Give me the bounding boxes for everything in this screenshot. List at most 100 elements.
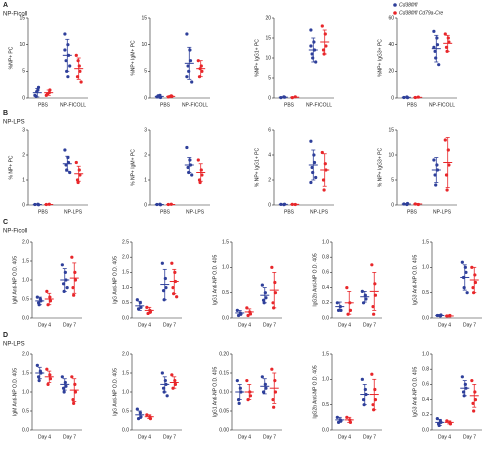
y-tick-label: 0 — [144, 95, 147, 101]
data-point — [237, 401, 241, 405]
y-tick-label: 5 — [144, 69, 147, 75]
y-tick-label: 6 — [268, 127, 271, 133]
x-tick-label: PBS — [407, 209, 418, 215]
data-point — [74, 160, 78, 165]
y-tick-label: 2 — [268, 177, 271, 183]
x-tick-label: Day 4 — [338, 434, 351, 440]
data-point — [471, 286, 475, 290]
y-tick-label: 0.0 — [222, 315, 229, 321]
y-tick-label: 0.0 — [322, 427, 329, 433]
data-point — [437, 63, 441, 67]
data-point — [471, 401, 475, 405]
y-tick-label: 2.0 — [122, 351, 129, 357]
x-tick-label: PBS — [284, 102, 295, 108]
data-point — [165, 394, 169, 398]
y-tick-label: 1 — [22, 177, 25, 183]
data-point — [70, 375, 74, 379]
data-point — [76, 59, 80, 63]
data-point — [314, 60, 318, 64]
data-point — [190, 173, 194, 177]
data-point — [320, 150, 324, 155]
panel-letter: A — [3, 2, 8, 9]
data-point — [60, 375, 64, 379]
y-tick-label: 15 — [19, 15, 25, 21]
data-point — [260, 375, 264, 379]
data-point — [335, 415, 339, 419]
data-point — [245, 379, 249, 383]
data-point — [161, 289, 166, 293]
y-tick-label: 1.5 — [22, 258, 29, 264]
y-axis-label: %NP+ IgG3+ PC — [377, 39, 383, 77]
data-point — [312, 160, 317, 165]
y-tick-label: 15 — [388, 127, 394, 133]
data-point — [443, 32, 447, 36]
y-tick-label: 1.0 — [322, 239, 329, 245]
y-tick-label: 1.0 — [122, 285, 129, 291]
data-point — [135, 298, 139, 302]
x-tick-label: NP-LPS — [64, 209, 83, 215]
data-point — [271, 398, 275, 402]
data-point — [235, 379, 239, 383]
data-point — [373, 282, 377, 286]
y-tick-label: 3 — [22, 127, 25, 133]
x-tick-label: Day 7 — [263, 322, 276, 328]
data-point — [173, 379, 177, 383]
y-tick-label: 2 — [22, 152, 25, 158]
panel-letter: C — [3, 219, 8, 226]
panel-label: NP-Ficoll — [3, 229, 27, 235]
y-axis-label: IgG1 Anti-NP O.D. 405 — [212, 255, 218, 306]
y-axis-label: IgG1 Anti-NP O.D. 405 — [212, 367, 218, 418]
data-point — [444, 45, 449, 49]
panel-label: NP-LPS — [3, 120, 25, 126]
data-point — [263, 291, 267, 295]
y-tick-label: 0.2 — [422, 412, 429, 418]
y-tick-label: 0.0 — [122, 427, 129, 433]
data-point — [348, 308, 353, 312]
data-point — [66, 43, 70, 47]
x-tick-label: Day 7 — [163, 322, 176, 328]
data-point — [185, 75, 189, 79]
y-tick-label: 20 — [388, 69, 394, 75]
data-point — [321, 48, 326, 52]
data-point — [198, 180, 202, 185]
data-point — [360, 289, 364, 293]
y-tick-label: 5 — [22, 69, 25, 75]
data-point — [77, 64, 81, 68]
y-tick-label: 0 — [391, 95, 394, 101]
y-tick-label: 2 — [144, 152, 147, 158]
y-tick-label: 0.0 — [22, 427, 29, 433]
x-tick-label: Day 4 — [438, 322, 451, 328]
y-tick-label: 1.5 — [122, 270, 129, 276]
data-point — [238, 386, 242, 390]
data-point — [434, 56, 438, 60]
y-tick-label: 1.5 — [222, 239, 229, 245]
data-point — [48, 377, 53, 381]
data-point — [77, 168, 81, 172]
data-point — [470, 265, 474, 269]
data-point — [464, 270, 468, 274]
y-tick-label: 5 — [391, 177, 394, 183]
data-point — [371, 403, 375, 407]
y-axis-label: %NP+ IgG1+ PC — [254, 39, 260, 77]
data-point — [264, 296, 268, 300]
x-tick-label: NP-FICOLL — [182, 102, 208, 108]
y-tick-label: 0.8 — [322, 255, 329, 261]
data-point — [473, 280, 478, 285]
data-point — [473, 398, 478, 402]
y-axis-label: % NP+ IgM+ PC — [130, 149, 136, 186]
data-point — [170, 373, 174, 377]
data-point — [185, 32, 189, 36]
data-point — [62, 390, 66, 394]
data-point — [446, 148, 450, 152]
data-point — [260, 283, 264, 287]
data-point — [473, 273, 477, 277]
data-point — [314, 175, 318, 180]
data-point — [462, 286, 466, 290]
data-point — [435, 36, 439, 40]
y-tick-label: 0 — [22, 95, 25, 101]
y-tick-label: 0.5 — [322, 402, 329, 408]
y-tick-label: 1.5 — [422, 239, 429, 245]
data-point — [465, 291, 469, 295]
data-point — [196, 59, 200, 63]
data-point — [73, 270, 77, 274]
